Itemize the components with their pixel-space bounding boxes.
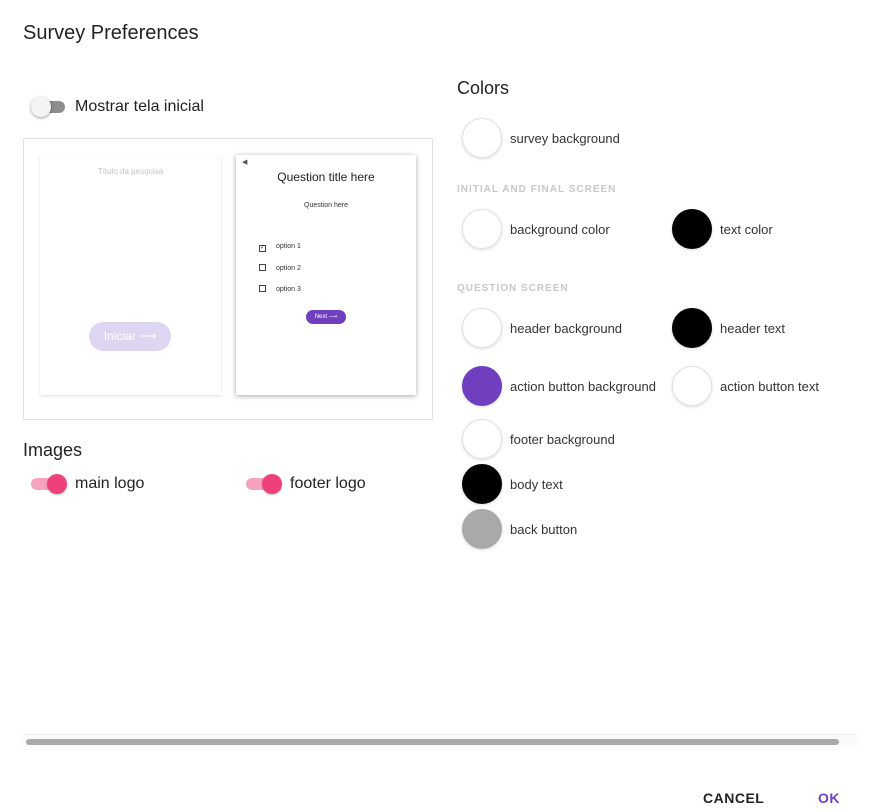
toggle-knob [31, 97, 51, 117]
question-screen-preview: ◀ Question title here Question here ✓ opt… [236, 155, 416, 395]
header-text-label: header text [720, 321, 786, 336]
checkbox-icon [259, 285, 266, 292]
header-background-label: header background [510, 321, 623, 336]
toggle-knob [47, 474, 67, 494]
preview-survey-title: Título da pesquisa [97, 167, 164, 176]
caret-left-icon: ◀ [242, 159, 248, 166]
text-color-swatch[interactable] [672, 209, 712, 249]
action-button-text-swatch[interactable] [672, 366, 712, 406]
text-color-label: text color [720, 222, 773, 237]
initial-screen-preview: Título da pesquisa Iniciar ⟶ [40, 156, 221, 395]
question-screen-heading: QUESTION SCREEN [457, 283, 569, 294]
preview-option-label: option 2 [276, 265, 301, 272]
background-color-label: background color [510, 222, 610, 237]
body-text-label: body text [510, 477, 563, 492]
dialog-title: Survey Preferences [23, 22, 199, 44]
preview-option: ✓ option 1 [259, 243, 301, 252]
images-heading: Images [23, 440, 83, 460]
action-button-text-label: action button text [720, 379, 820, 394]
preview-option-label: option 3 [276, 286, 301, 293]
main-logo-toggle[interactable] [31, 474, 67, 494]
back-button-label: back button [510, 522, 578, 537]
footer-background-swatch[interactable] [462, 419, 502, 459]
footer-logo-label: footer logo [290, 475, 366, 492]
preview-question-subtitle: Question here [304, 202, 348, 209]
checkbox-icon [259, 264, 266, 271]
preview-option-label: option 1 [276, 243, 301, 250]
footer-logo-toggle[interactable] [246, 474, 282, 494]
survey-background-label: survey background [510, 131, 620, 146]
survey-background-swatch[interactable] [462, 118, 502, 158]
main-logo-label: main logo [75, 475, 145, 492]
scrollbar-thumb[interactable] [26, 739, 839, 745]
action-button-background-swatch[interactable] [462, 366, 502, 406]
colors-heading: Colors [457, 78, 510, 98]
header-text-swatch[interactable] [672, 308, 712, 348]
ok-button[interactable]: OK [818, 790, 840, 806]
header-background-swatch[interactable] [462, 308, 502, 348]
checked-checkbox-icon: ✓ [259, 245, 266, 252]
body-text-swatch[interactable] [462, 464, 502, 504]
preview-start-button: Iniciar ⟶ [89, 322, 171, 351]
cancel-button[interactable]: CANCEL [703, 790, 765, 806]
preview-question-title: Question title here [277, 170, 375, 184]
footer-background-label: footer background [510, 432, 615, 447]
back-button-swatch[interactable] [462, 509, 502, 549]
preview-option: option 2 [259, 264, 301, 272]
preview-next-button: Next ⟶ [306, 310, 346, 324]
welcome-screen-toggle[interactable] [31, 97, 67, 117]
action-button-background-label: action button background [510, 379, 656, 394]
initial-final-screen-heading: INITIAL AND FINAL SCREEN [457, 184, 617, 195]
toggle-knob [262, 474, 282, 494]
background-color-swatch[interactable] [462, 209, 502, 249]
preview-option: option 3 [259, 285, 301, 293]
welcome-screen-label: Mostrar tela inicial [75, 98, 204, 115]
survey-preview: Título da pesquisa Iniciar ⟶ ◀ Question … [23, 138, 433, 420]
horizontal-scrollbar[interactable] [23, 734, 857, 747]
